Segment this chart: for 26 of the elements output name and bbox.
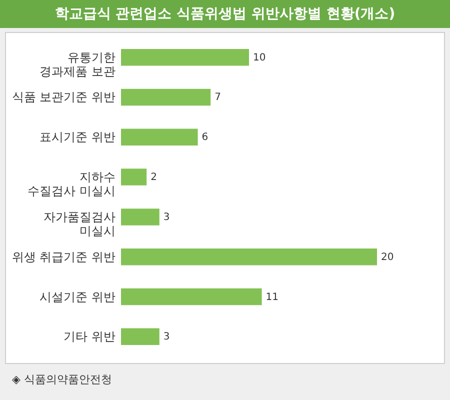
y-tick-label: 자가품질검사 미실시 [44, 210, 116, 238]
data-label: 10 [253, 52, 266, 64]
bar [121, 48, 249, 66]
bar [121, 208, 160, 226]
bar [121, 88, 211, 106]
data-label: 11 [266, 292, 279, 303]
data-label: 3 [163, 212, 170, 223]
y-tick-label: 위생 취급기준 위반 [12, 250, 116, 264]
bar [121, 168, 147, 186]
bar [121, 328, 160, 346]
text: ◈ 식품의약품안전청 [12, 372, 113, 387]
data-label: 20 [381, 252, 394, 263]
y-tick-label: 유통기한 경과제품 보관 [40, 50, 116, 78]
data-label: 7 [214, 92, 221, 104]
y-tick-label: 식품 보관기준 위반 [12, 90, 116, 104]
data-label: 6 [202, 132, 208, 144]
data-label: 3 [163, 332, 170, 343]
chart-title: 학교급식 관련업소 식품위생법 위반사항별 현황(개소) [0, 0, 450, 28]
y-tick-label: 지하수 수질검사 미실시 [28, 170, 116, 198]
y-tick-label: 시설기준 위반 [40, 290, 116, 304]
y-tick-label: 표시기준 위반 [40, 130, 116, 144]
y-tick-label: 기타 위반 [64, 330, 116, 344]
bar [121, 248, 377, 266]
bar [121, 128, 198, 146]
bar [121, 288, 262, 306]
data-label: 2 [150, 172, 157, 184]
